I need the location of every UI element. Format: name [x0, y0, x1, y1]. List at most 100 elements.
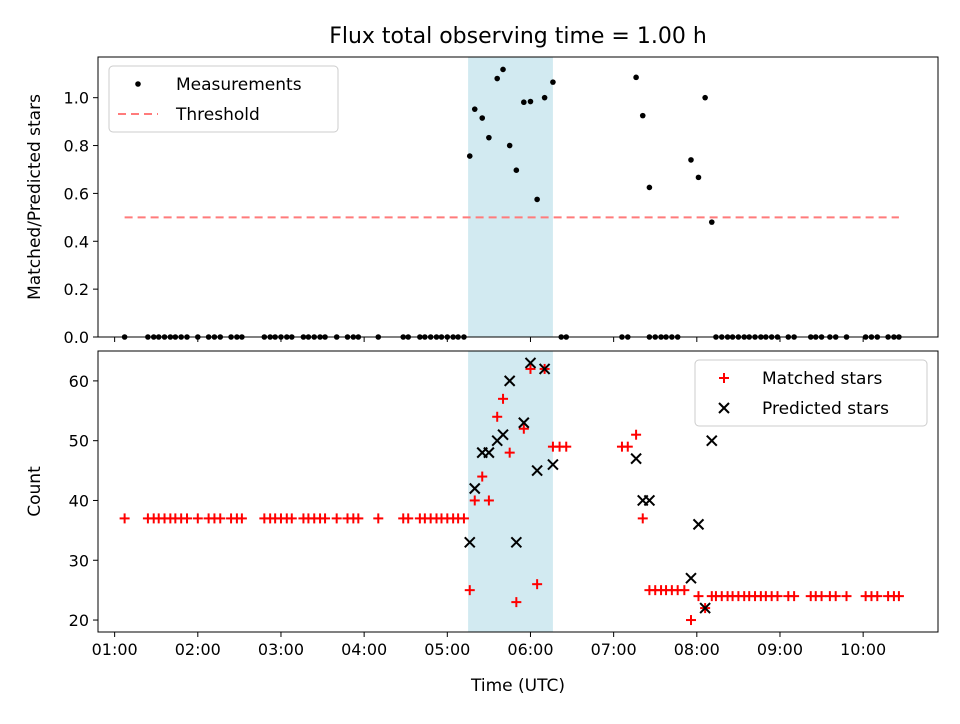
plot-frame — [97, 350, 939, 633]
data-point — [688, 157, 694, 163]
bottom-panel-counts: 01:00 02:00 03:00 04:00 05:00 06:00 07:00 08:00… — [25, 350, 939, 696]
data-point — [695, 174, 702, 181]
data-point — [477, 471, 488, 482]
data-point — [685, 572, 697, 584]
y-tick-label: 0.8 — [64, 137, 89, 156]
data-point — [466, 153, 473, 159]
data-point — [830, 591, 841, 602]
data-point — [561, 441, 572, 452]
data-point — [685, 615, 696, 626]
x-tick-label: 02:00 — [175, 640, 221, 659]
data-point — [469, 482, 481, 495]
data-point — [643, 494, 656, 507]
data-point — [630, 452, 642, 465]
data-point — [525, 363, 536, 374]
data-point — [483, 495, 494, 506]
data-point — [181, 513, 192, 524]
data-point — [331, 513, 342, 524]
data-point — [521, 99, 527, 106]
data-point — [706, 434, 718, 447]
data-point — [353, 513, 364, 524]
data-point — [464, 536, 476, 549]
figure-title: Flux total observing time = 1.00 h — [329, 24, 707, 49]
y-tick-label: 1.0 — [64, 89, 89, 108]
legend-entry: Matched stars — [719, 369, 882, 389]
highlight-span — [468, 351, 553, 632]
data-point — [471, 106, 478, 112]
data-point — [518, 423, 529, 434]
data-point — [524, 357, 537, 369]
data-point — [192, 513, 203, 524]
data-point — [492, 411, 503, 422]
data-point — [286, 513, 297, 524]
data-point — [708, 219, 715, 225]
data-point — [538, 363, 551, 375]
y-tick-label: 0.2 — [64, 280, 89, 299]
data-point — [893, 591, 904, 602]
x-tick-label: 08:00 — [674, 640, 720, 659]
data-point — [693, 591, 704, 602]
x-tick-label: 03:00 — [258, 640, 304, 659]
legend-entry: Predicted stars — [718, 399, 889, 419]
data-point — [373, 513, 384, 524]
data-point — [486, 134, 492, 141]
data-point — [504, 447, 515, 458]
data-point — [702, 94, 708, 101]
data-point — [637, 513, 648, 524]
data-point — [498, 393, 509, 404]
data-point — [531, 464, 543, 477]
y-axis-label: Matched/Predicted stars — [25, 94, 45, 300]
legend-label: Matched stars — [762, 369, 882, 389]
data-point — [503, 375, 516, 387]
data-point — [622, 441, 633, 452]
y-tick-label: 0.0 — [64, 328, 89, 347]
series-measurements — [121, 66, 902, 340]
data-point — [633, 74, 639, 81]
legend-swatch — [719, 373, 729, 383]
legend-swatch — [135, 81, 141, 87]
data-point — [511, 597, 522, 608]
series-matched-stars — [119, 363, 904, 626]
data-point — [789, 591, 800, 602]
y-tick-label: 40 — [69, 491, 89, 510]
legend: Matched stars Predicted stars — [694, 359, 928, 427]
data-point — [403, 513, 414, 524]
data-point — [119, 513, 130, 524]
legend-box — [694, 359, 928, 427]
data-point — [320, 513, 331, 524]
legend-entry: Threshold — [118, 105, 260, 125]
x-tick-label: 10:00 — [840, 640, 886, 659]
y-tick-label: 0.4 — [64, 232, 89, 251]
data-point — [518, 417, 530, 429]
data-point — [772, 591, 783, 602]
x-tick-label: 04:00 — [341, 640, 387, 659]
legend-entry: Measurements — [135, 75, 302, 95]
y-tick-label: 0.6 — [64, 184, 89, 203]
data-point — [500, 66, 506, 73]
highlight-span — [468, 57, 553, 337]
legend-box — [108, 65, 339, 133]
x-tick-label: 05:00 — [424, 640, 470, 659]
y-tick-label: 60 — [69, 372, 89, 391]
y-tick-label: 30 — [69, 551, 89, 570]
data-point — [541, 94, 548, 101]
data-point — [236, 513, 247, 524]
legend-label: Measurements — [176, 75, 302, 95]
data-point — [547, 458, 559, 471]
data-point — [534, 196, 540, 203]
data-point — [639, 112, 646, 119]
data-point — [646, 184, 653, 191]
data-point — [215, 513, 226, 524]
plot-frame — [97, 56, 939, 338]
data-point — [699, 602, 711, 614]
data-point — [497, 428, 509, 441]
y-tick-label: 50 — [69, 432, 89, 451]
data-point — [464, 585, 475, 596]
series-predicted-stars — [464, 357, 718, 614]
legend-swatch — [718, 402, 730, 414]
legend-label: Predicted stars — [762, 399, 889, 419]
data-point — [692, 518, 705, 531]
y-tick-label: 20 — [69, 611, 89, 630]
data-point — [527, 98, 534, 105]
